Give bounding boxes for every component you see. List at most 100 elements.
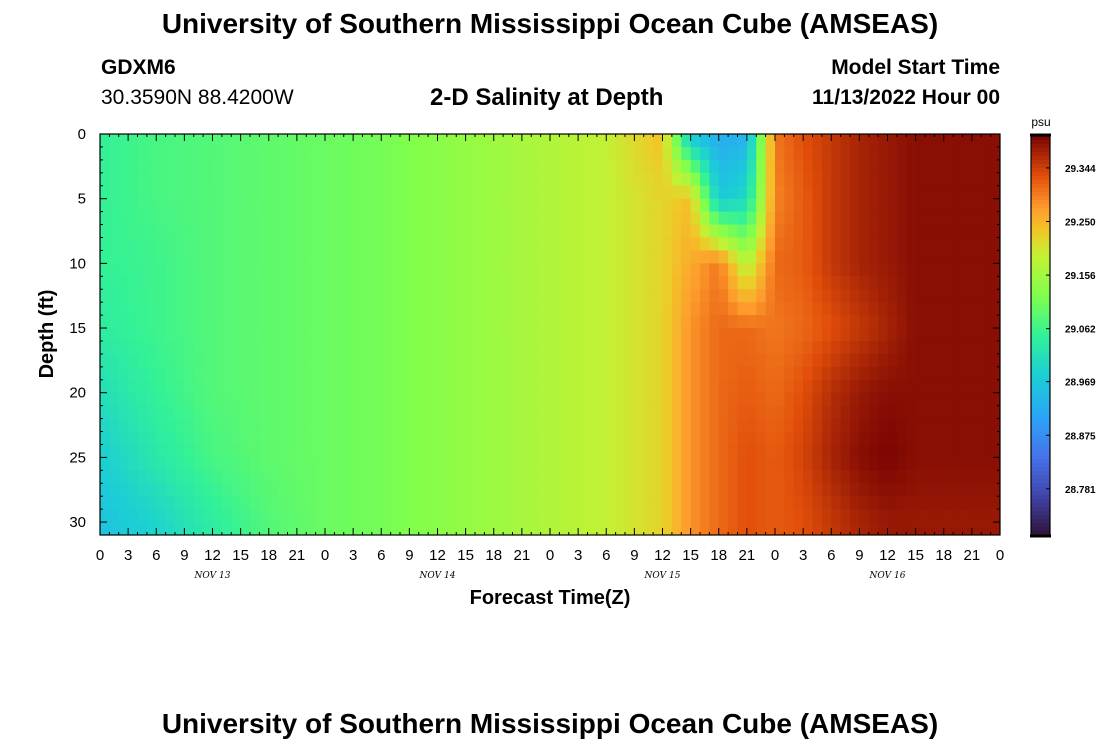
heatmap-cell — [362, 276, 373, 290]
heatmap-cell — [643, 146, 654, 161]
heatmap-cell — [840, 405, 851, 420]
heatmap-cell — [343, 328, 354, 342]
heatmap-cell — [728, 159, 739, 174]
heatmap-cell — [146, 146, 157, 161]
heatmap-cell — [662, 392, 673, 407]
heatmap-cell — [165, 418, 176, 433]
heatmap-cell — [409, 509, 420, 523]
heatmap-cell — [606, 146, 617, 161]
heatmap-cell — [746, 276, 757, 290]
heatmap-cell — [737, 302, 748, 316]
heatmap-cell — [671, 405, 682, 420]
heatmap-cell — [596, 496, 607, 510]
heatmap-cell — [953, 405, 964, 420]
heatmap-cell — [343, 237, 354, 252]
heatmap-cell — [859, 211, 870, 226]
colorbar-segment — [1031, 175, 1050, 181]
heatmap-cell — [446, 172, 457, 187]
heatmap-cell — [306, 470, 317, 484]
heatmap-cell — [353, 405, 364, 420]
heatmap-cell — [334, 522, 345, 535]
heatmap-cell — [812, 457, 823, 471]
heatmap-cell — [428, 470, 439, 484]
heatmap-cell — [690, 146, 701, 161]
heatmap-cell — [381, 392, 392, 407]
heatmap-cell — [456, 159, 467, 174]
heatmap-cell — [784, 340, 795, 355]
heatmap-cell — [587, 353, 598, 368]
heatmap-cell — [971, 418, 982, 433]
heatmap-cell — [671, 237, 682, 252]
heatmap-cell — [934, 146, 945, 161]
heatmap-cell — [925, 366, 935, 381]
heatmap-cell — [990, 379, 1000, 394]
heatmap-cell — [325, 444, 335, 458]
heatmap-cell — [962, 457, 973, 471]
heatmap-cell — [925, 146, 935, 161]
heatmap-cell — [971, 211, 982, 226]
heatmap-cell — [934, 509, 945, 523]
heatmap-cell — [437, 159, 448, 174]
heatmap-cell — [550, 302, 560, 316]
heatmap-cell — [831, 522, 842, 535]
heatmap-cell — [596, 340, 607, 355]
heatmap-cell — [146, 418, 157, 433]
heatmap-cell — [306, 340, 317, 355]
heatmap-cell — [109, 302, 120, 316]
heatmap-cell — [100, 483, 110, 497]
heatmap-cell — [296, 146, 307, 161]
heatmap-cell — [587, 379, 598, 394]
heatmap-cell — [728, 379, 739, 394]
heatmap-cell — [428, 431, 439, 446]
heatmap-cell — [568, 302, 579, 316]
heatmap-cell — [531, 405, 542, 420]
heatmap-cell — [981, 302, 992, 316]
heatmap-cell — [390, 470, 401, 484]
heatmap-cell — [325, 276, 335, 290]
heatmap-cell — [531, 315, 542, 329]
heatmap-cell — [381, 224, 392, 239]
heatmap-cell — [671, 263, 682, 277]
heatmap-cell — [906, 146, 917, 161]
heatmap-cell — [212, 134, 223, 148]
heatmap-cell — [100, 263, 110, 277]
heatmap-cell — [803, 263, 814, 277]
heatmap-cell — [390, 392, 401, 407]
heatmap-cell — [962, 431, 973, 446]
heatmap-cell — [128, 146, 139, 161]
heatmap-cell — [962, 211, 973, 226]
heatmap-cell — [221, 444, 232, 458]
colorbar-segment — [1031, 507, 1050, 512]
heatmap-cell — [400, 289, 410, 303]
heatmap-cell — [100, 392, 110, 407]
heatmap-cell — [990, 509, 1000, 523]
heatmap-cell — [268, 328, 279, 342]
heatmap-cell — [334, 444, 345, 458]
heatmap-cell — [859, 392, 870, 407]
heatmap-cell — [803, 496, 814, 510]
heatmap-cell — [437, 302, 448, 316]
heatmap-cell — [896, 328, 907, 342]
heatmap-cell — [184, 509, 195, 523]
heatmap-cell — [850, 444, 860, 458]
heatmap-cell — [278, 418, 289, 433]
heatmap-cell — [390, 146, 401, 161]
heatmap-cell — [240, 250, 251, 264]
heatmap-cell — [278, 146, 289, 161]
heatmap-cell — [512, 237, 523, 252]
heatmap-cell — [662, 457, 673, 471]
heatmap-cell — [850, 340, 860, 355]
colorbar-segment — [1031, 263, 1050, 269]
heatmap-cell — [240, 185, 251, 200]
heatmap-cell — [371, 340, 382, 355]
heatmap-cell — [184, 237, 195, 252]
y-tick-label: 15 — [69, 320, 86, 337]
heatmap-cell — [606, 172, 617, 187]
heatmap-cell — [859, 185, 870, 200]
heatmap-cell — [493, 353, 504, 368]
heatmap-cell — [325, 328, 335, 342]
heatmap-cell — [156, 146, 167, 161]
heatmap-cell — [831, 211, 842, 226]
heatmap-cell — [540, 431, 551, 446]
heatmap-cell — [109, 483, 120, 497]
